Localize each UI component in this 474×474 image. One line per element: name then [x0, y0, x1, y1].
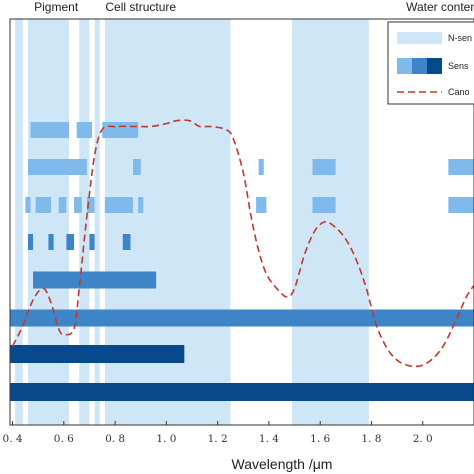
- sensor-bar: [258, 159, 264, 175]
- sensor-bar: [33, 271, 157, 289]
- legend-swatch: [427, 58, 442, 74]
- region-label: Water content: [406, 0, 474, 14]
- sensor-bar: [74, 197, 82, 213]
- n-sensitive-band: [291, 19, 369, 425]
- legend-label: N-sen: [448, 33, 472, 43]
- x-axis-title: Wavelength /μm: [232, 456, 333, 472]
- legend-swatch: [397, 32, 442, 44]
- x-tick-label: 0. 8: [105, 433, 125, 445]
- sensor-bar: [448, 197, 474, 213]
- sensor-bar: [102, 122, 139, 138]
- axes: [9, 18, 474, 426]
- sensor-bar: [35, 197, 52, 213]
- x-ticks: 0. 4 0. 6 0. 8 1. 0 1. 2 1. 4 1. 6 1. 8 2. 0: [3, 421, 433, 445]
- region-labels: Pigment Cell structure Water content: [34, 0, 474, 14]
- x-tick-label: 1. 2: [208, 433, 228, 445]
- legend-label: Sens: [448, 61, 469, 71]
- sensor-bar: [448, 159, 474, 175]
- sensor-bar: [89, 234, 95, 250]
- x-tick-label: 0. 4: [3, 433, 23, 445]
- x-tick-label: 1. 8: [361, 433, 381, 445]
- legend-label: Cano: [448, 87, 470, 97]
- n-sensitive-band: [27, 19, 69, 425]
- sensitive-band-layer: [15, 19, 369, 425]
- x-tick-label: 1. 6: [310, 433, 330, 445]
- sensor-bar-layer: [10, 122, 474, 401]
- sensor-bar: [312, 197, 336, 213]
- sensor-bar: [58, 197, 67, 213]
- canopy-curve-layer: [11, 119, 474, 368]
- n-sensitive-band: [104, 19, 231, 425]
- sensor-bar: [27, 234, 34, 250]
- canopy-reflectance-curve: [11, 119, 474, 368]
- sensor-bar: [138, 197, 144, 213]
- sensor-bar: [10, 309, 474, 327]
- sensor-bar: [312, 159, 336, 175]
- sensor-bar: [86, 197, 95, 213]
- x-tick-label: 1. 0: [156, 433, 176, 445]
- region-label: Cell structure: [105, 0, 176, 14]
- x-tick-label: 2. 0: [413, 433, 433, 445]
- sensor-bar: [122, 234, 131, 250]
- n-sensitive-band: [79, 19, 90, 425]
- sensor-bar: [133, 159, 141, 175]
- sensor-bar: [10, 383, 474, 401]
- sensor-bar: [66, 234, 75, 250]
- x-tick-label: 1. 4: [259, 433, 279, 445]
- x-tick-label: 0. 6: [54, 433, 74, 445]
- legend-swatch: [397, 58, 412, 74]
- sensor-bar: [76, 122, 93, 138]
- sensor-bar: [48, 234, 54, 250]
- n-sensitive-band: [94, 19, 100, 425]
- n-sensitive-band: [15, 19, 23, 425]
- sensor-bar: [10, 345, 185, 363]
- plot-frame: [9, 18, 474, 426]
- sensor-bar: [27, 159, 87, 175]
- region-label: Pigment: [34, 0, 79, 14]
- sensor-bar: [25, 197, 31, 213]
- sensor-bar: [104, 197, 134, 213]
- sensor-bar: [30, 122, 69, 138]
- legend-swatch: [412, 58, 427, 74]
- sensor-bar: [256, 197, 267, 213]
- legend: N-sen Sens Cano: [387, 21, 474, 105]
